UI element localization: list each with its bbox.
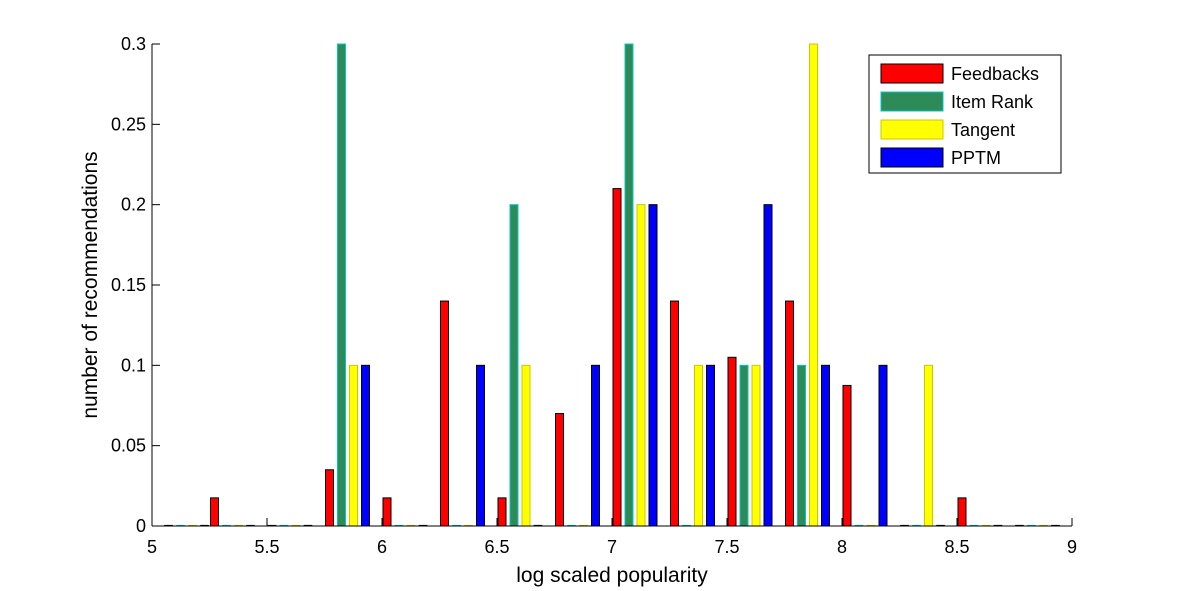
legend-swatch-feedbacks [880,63,944,84]
y-tick-label: 0.05 [111,436,146,456]
bar-feedbacks-9 [670,300,679,527]
legend-label-tangent: Tangent [951,120,1015,140]
x-tick-label: 6.5 [484,537,509,557]
bar-item-rank-3 [337,43,346,527]
x-tick-label: 8 [837,537,847,557]
x-tick-label: 5.5 [254,537,279,557]
bar-pptm-3 [361,364,370,527]
bar-tangent-13 [924,364,933,527]
bar-pptm-7 [591,364,600,527]
x-tick-label: 6 [377,537,387,557]
bar-feedbacks-4 [382,497,392,527]
x-axis-label: log scaled popularity [516,564,708,587]
bar-item-rank-11 [797,364,806,527]
bar-pptm-9 [706,364,715,527]
bar-feedbacks-5 [440,300,449,527]
x-tick-label: 9 [1067,537,1077,557]
bar-tangent-8 [636,204,646,527]
bar-feedbacks-1 [210,497,219,527]
x-tick-label: 5 [147,537,157,557]
x-tick-label: 7.5 [714,537,739,557]
bar-tangent-3 [349,364,358,527]
legend-label-item-rank: Item Rank [951,92,1034,112]
y-tick-label: 0.1 [121,355,146,375]
legend-swatch-pptm [880,147,944,168]
y-tick-label: 0 [136,516,146,536]
legend-label-pptm: PPTM [951,148,1001,168]
y-tick-label: 0.25 [111,114,146,134]
bar-pptm-11 [821,364,830,527]
bar-feedbacks-3 [325,469,334,527]
bar-pptm-12 [878,364,888,527]
bar-feedbacks-14 [957,497,967,527]
bar-feedbacks-11 [785,300,794,527]
y-tick-label: 0.2 [121,195,146,215]
bar-tangent-6 [521,364,531,527]
bar-feedbacks-8 [612,188,622,527]
bar-feedbacks-10 [727,356,737,527]
bar-feedbacks-6 [497,497,507,527]
axes-layer: 5 5.5 6 6.5 7 7.5 8 8.5 9 0 0.05 0.1 0.15 0.2 0.25 0.3 [111,34,1077,557]
bar-tangent-11 [809,43,818,527]
bar-pptm-5 [476,364,485,527]
y-axis-label: number of recommendations [79,151,102,418]
bar-tangent-9 [694,364,703,527]
legend-swatch-tangent [880,119,944,140]
bar-tangent-10 [751,364,761,527]
legend: Feedbacks Item Rank Tangent PPTM [868,54,1062,174]
y-tick-label: 0.15 [111,275,146,295]
legend-label-feedbacks: Feedbacks [951,64,1039,84]
bar-item-rank-6 [509,204,519,527]
bar-item-rank-10 [739,364,749,527]
x-tick-label: 8.5 [944,537,969,557]
bar-item-rank-8 [624,43,634,527]
bar-feedbacks-12 [842,384,852,527]
bar-pptm-10 [763,204,773,527]
bar-pptm-8 [648,204,658,527]
bar-feedbacks-7 [555,413,564,527]
y-tick-label: 0.3 [121,34,146,54]
legend-swatch-item-rank [880,91,944,112]
x-tick-label: 7 [607,537,617,557]
